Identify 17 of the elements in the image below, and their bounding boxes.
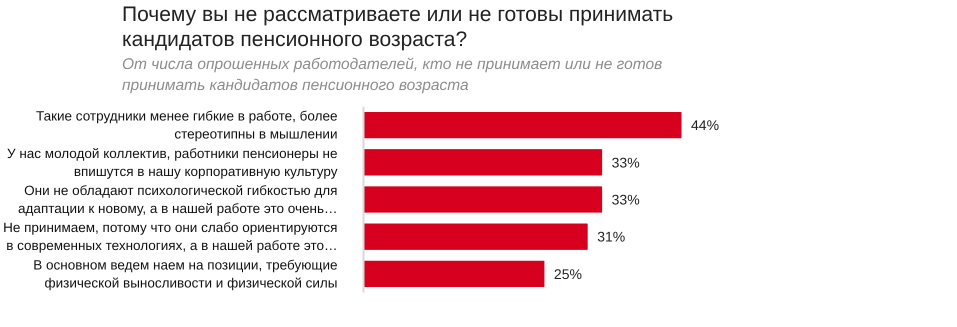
bar [364,148,602,176]
data-label: 25% [554,266,582,282]
data-label: 44% [691,116,720,133]
y-tick-label: Они не обладают психологической гибкостью для адаптации к новому, а в нашей работе это очень… [18,182,338,216]
y-tick-label: Такие сотрудники менее гибкие в работе, более стереотипны в мышлении [36,108,338,142]
chart-subtitle: От числа опрошенных работодателей, кто не принимает или не готов принимать кандидатов пенсионного возраста [122,55,662,96]
data-label: 33% [612,154,640,170]
y-tick-label: Не принимаем, потому что они слабо ориентируются в современных технологиях, а в нашей работе это… [3,220,338,253]
bar [364,223,588,250]
chart-title: Почему вы не рассматриваете или не готовы принимать кандидатов пенсионного возраста? [122,2,674,52]
bar [364,186,602,212]
data-label: 31% [597,228,626,244]
bar [364,112,682,138]
bar [364,260,544,287]
data-label: 33% [612,191,640,208]
y-tick-label: У нас молодой коллектив, работники пенсионеры не впишутся в нашу корпоративную культуру [7,145,338,178]
y-tick-label: В основном ведем наем на позиции, требующие физической выносливости и физической силы [33,257,338,290]
